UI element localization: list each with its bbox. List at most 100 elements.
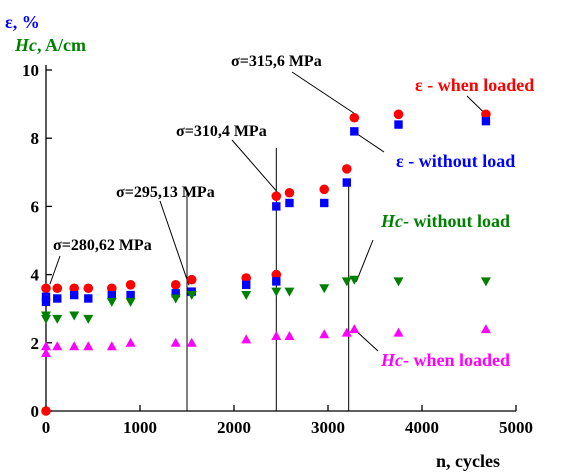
y-tick-label: 10 [22, 61, 39, 80]
legend-leader [355, 330, 379, 352]
data-point-hc-unloaded [125, 297, 136, 307]
data-point-hc-unloaded [480, 277, 491, 287]
annotation-leader [231, 139, 279, 194]
data-point-hc-loaded [52, 341, 63, 351]
series-label-symbol: ε [396, 151, 404, 171]
data-point-hc-unloaded [69, 311, 80, 321]
y-axis-label-hc-symbol: Hc [14, 35, 37, 55]
data-point-eps-loaded [170, 280, 181, 290]
data-point-eps-loaded [342, 164, 352, 174]
series-label-eps-loaded: ε - when loaded [415, 75, 534, 95]
series-label-text: - when loaded [423, 75, 535, 95]
y-tick-label: 8 [31, 129, 40, 148]
data-point-eps-loaded [41, 283, 51, 294]
data-point-hc-loaded [284, 330, 295, 340]
series-label-eps-unloaded: ε - without load [396, 151, 515, 171]
data-point-eps-loaded [349, 112, 360, 123]
series-label-text: - without load [404, 151, 516, 171]
data-point-eps-loaded [271, 269, 282, 280]
x-tick-label: 3000 [311, 418, 345, 437]
data-point-eps-loaded [393, 109, 404, 120]
data-point-hc-loaded [83, 341, 94, 351]
series-label-symbol: Hc [380, 350, 403, 370]
data-point-eps-loaded [241, 273, 252, 283]
data-point-eps-loaded [481, 109, 491, 120]
data-point-hc-loaded [393, 327, 404, 337]
data-point-eps-loaded [83, 283, 94, 294]
data-point-eps-loaded [41, 406, 51, 416]
data-point-eps-loaded [125, 280, 136, 290]
data-point-eps-unloaded [41, 292, 51, 301]
data-point-eps-unloaded [84, 294, 93, 303]
x-tick-label: 2000 [217, 418, 251, 437]
data-point-hc-unloaded [319, 284, 330, 294]
data-point-eps-loaded [107, 283, 117, 294]
data-point-hc-loaded [480, 324, 491, 334]
y-axis-label-hc-unit: , A/cm [37, 35, 86, 55]
annotation-leader [49, 255, 61, 285]
data-point-eps-unloaded [394, 120, 403, 129]
y-axis-label-epsilon: ε, % [5, 12, 40, 32]
data-point-eps-loaded [271, 191, 282, 201]
data-point-hc-unloaded [52, 314, 63, 324]
data-point-eps-unloaded [126, 290, 135, 300]
data-point-eps-unloaded [350, 127, 359, 136]
stress-annotation: σ=310,4 MPa [176, 123, 267, 140]
data-point-eps-unloaded [171, 289, 180, 298]
y-axis-label-hc: Hc, A/cm [14, 35, 86, 55]
x-tick-label: 4000 [405, 418, 439, 437]
series-label-symbol: ε [415, 75, 423, 95]
data-point-hc-loaded [349, 324, 360, 334]
x-tick-label: 5000 [499, 418, 533, 437]
y-tick-label: 6 [31, 197, 40, 216]
legend-leader [356, 132, 385, 153]
data-point-eps-loaded [319, 184, 330, 195]
y-tick-label: 2 [31, 334, 40, 353]
annotation-leaders [49, 71, 489, 352]
data-point-hc-loaded [41, 348, 51, 358]
data-point-hc-loaded [69, 341, 80, 351]
data-point-hc-unloaded [170, 294, 181, 304]
data-point-eps-unloaded [41, 297, 51, 307]
data-point-eps-unloaded [285, 198, 294, 208]
data-point-hc-unloaded [393, 277, 404, 287]
data-point-hc-loaded [170, 337, 181, 347]
data-point-eps-loaded [284, 187, 295, 198]
data-point-eps-unloaded [481, 116, 491, 126]
data-point-eps-loaded [52, 283, 63, 294]
data-point-hc-loaded [186, 337, 197, 347]
data-points [41, 109, 491, 416]
stress-annotation: σ=295,13 MPa [116, 184, 215, 201]
data-point-eps-loaded [186, 274, 197, 285]
x-tick-label: 1000 [123, 418, 157, 437]
data-point-eps-unloaded [242, 280, 251, 290]
data-point-eps-unloaded [70, 290, 79, 300]
data-point-eps-unloaded [272, 202, 281, 211]
series-label-text: - without load [403, 211, 510, 231]
series-label-text: - when loaded [403, 350, 510, 370]
series-label-hc-loaded: Hc- when loaded [380, 350, 510, 370]
stress-annotation: σ=315,6 MPa [231, 53, 322, 70]
x-tick-label: 0 [42, 418, 51, 437]
annotation-leader [291, 71, 357, 116]
data-point-hc-loaded [41, 341, 51, 351]
data-point-hc-loaded [106, 341, 117, 351]
data-point-eps-unloaded [272, 277, 281, 286]
data-point-hc-loaded [341, 327, 352, 337]
legend-leader [355, 239, 374, 282]
data-point-hc-unloaded [349, 275, 360, 285]
x-axis-label: n, cycles [436, 451, 500, 471]
stress-annotation: σ=280,62 MPa [53, 237, 152, 254]
data-point-hc-loaded [319, 329, 330, 339]
data-point-hc-unloaded [186, 291, 197, 301]
data-point-hc-unloaded [284, 287, 295, 297]
data-point-eps-unloaded [342, 178, 351, 187]
annotation-leader [159, 200, 190, 286]
data-point-eps-loaded [69, 283, 79, 294]
data-point-hc-unloaded [41, 311, 51, 321]
data-point-hc-unloaded [341, 277, 352, 287]
data-point-hc-unloaded [83, 314, 94, 324]
data-point-hc-unloaded [106, 297, 117, 307]
data-point-hc-loaded [241, 334, 252, 344]
